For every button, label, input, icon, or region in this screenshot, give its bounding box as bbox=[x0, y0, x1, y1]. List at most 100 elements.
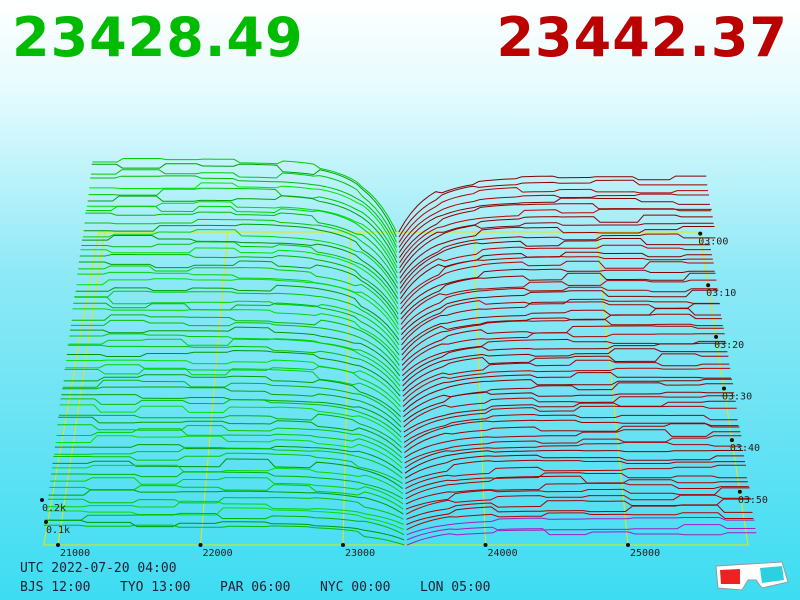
price-tick-label: 25000 bbox=[630, 548, 660, 559]
ask-depth-line bbox=[400, 279, 717, 325]
ask-depth-line bbox=[402, 367, 731, 402]
bid-price: 23428.49 bbox=[12, 6, 304, 69]
bid-depth-line bbox=[58, 413, 402, 448]
ask-depth-line bbox=[404, 449, 744, 474]
time-tick bbox=[722, 386, 726, 391]
time-tick-label: 03:10 bbox=[706, 288, 736, 299]
bid-depth-line bbox=[86, 205, 398, 274]
bid-depth-line bbox=[82, 229, 399, 294]
bid-depth-line bbox=[46, 507, 405, 531]
time-tick-label: 03:50 bbox=[738, 495, 768, 506]
time-tick bbox=[698, 231, 703, 236]
ask-depth-line bbox=[399, 226, 715, 279]
depth-tick-label: 0.2k bbox=[42, 503, 66, 514]
bid-depth-line bbox=[78, 260, 399, 320]
ask-depth-line bbox=[404, 423, 740, 454]
ask-depth-line bbox=[399, 238, 711, 289]
bid-depth-line bbox=[55, 435, 403, 469]
bid-depth-line bbox=[78, 265, 399, 325]
ask-depth-line bbox=[402, 359, 730, 397]
bid-depth-line bbox=[50, 471, 404, 500]
depth-tick bbox=[44, 520, 48, 524]
bid-depth-line bbox=[64, 367, 401, 412]
ask-depth-line bbox=[398, 175, 707, 233]
bid-depth-line bbox=[69, 333, 401, 382]
bid-depth-line bbox=[80, 247, 399, 310]
ask-depth-line bbox=[402, 353, 729, 392]
bid-depth-line bbox=[58, 416, 403, 453]
ask-depth-line bbox=[405, 487, 750, 510]
bid-depth-line bbox=[72, 308, 400, 361]
price-tick-label: 24000 bbox=[488, 548, 518, 559]
ask-depth-line bbox=[398, 193, 709, 248]
price-grid-line bbox=[200, 231, 229, 546]
bid-depth-line bbox=[56, 428, 403, 464]
price-tick bbox=[198, 543, 203, 547]
ask-depth-line bbox=[403, 413, 738, 443]
zone-time: TYO 13:00 bbox=[120, 580, 191, 595]
floor-frame bbox=[43, 231, 749, 546]
bid-depth-line bbox=[47, 496, 404, 520]
ask-depth-line bbox=[398, 197, 710, 253]
bid-depth-line bbox=[66, 349, 401, 397]
price-tick-label: 21000 bbox=[60, 548, 90, 559]
bid-depth-line bbox=[54, 446, 403, 479]
bid-depth-line bbox=[91, 163, 397, 238]
bid-depth-line bbox=[88, 187, 398, 258]
bid-depth-line bbox=[46, 500, 404, 525]
bid-depth-line bbox=[68, 337, 401, 387]
zone-time: LON 05:00 bbox=[420, 580, 491, 595]
bid-depth-line bbox=[89, 182, 398, 253]
red-lens bbox=[720, 569, 740, 584]
bid-depth-line bbox=[48, 489, 404, 515]
bid-depth-line bbox=[87, 195, 398, 264]
ask-price: 23442.37 bbox=[496, 6, 788, 69]
bid-depth-line bbox=[52, 458, 404, 489]
ask-depth-line bbox=[403, 419, 739, 448]
time-tick-label: 03:40 bbox=[730, 443, 760, 454]
bid-depth-line bbox=[76, 278, 400, 335]
ask-depth-line bbox=[399, 233, 716, 284]
time-tick bbox=[706, 283, 711, 288]
price-tick-label: 23000 bbox=[345, 548, 375, 559]
ask-depth-line bbox=[402, 348, 728, 387]
price-tick-label: 22000 bbox=[203, 548, 233, 559]
ask-depth-line bbox=[403, 391, 734, 423]
ask-depth-line bbox=[401, 308, 721, 351]
ask-depth-line bbox=[402, 378, 732, 412]
price-tick bbox=[341, 543, 345, 547]
bid-depth-line bbox=[81, 241, 399, 305]
3d-glasses-icon[interactable] bbox=[712, 558, 792, 598]
bid-depth-line bbox=[79, 254, 399, 315]
bid-depth-line bbox=[62, 379, 402, 423]
bid-depth-line bbox=[90, 169, 397, 243]
zone-time: PAR 06:00 bbox=[220, 580, 291, 595]
bid-depth-line bbox=[57, 424, 403, 459]
ask-depth-line bbox=[404, 454, 745, 479]
ask-depth-line bbox=[403, 405, 737, 438]
ask-depth-line bbox=[404, 429, 741, 459]
time-tick-label: 03:00 bbox=[698, 237, 728, 248]
ask-depth-line bbox=[401, 318, 723, 361]
bid-depth-line bbox=[53, 452, 403, 484]
ask-depth-line bbox=[398, 187, 709, 243]
price-tick bbox=[483, 543, 488, 547]
bid-depth-line bbox=[63, 374, 402, 418]
cyan-lens bbox=[760, 566, 784, 583]
bid-depth-line bbox=[51, 464, 404, 495]
ask-depth-line bbox=[400, 268, 715, 315]
price-grid-line bbox=[342, 231, 352, 546]
bid-depth-line bbox=[43, 524, 405, 546]
ask-depth-line bbox=[400, 272, 716, 320]
ask-depth-line bbox=[400, 255, 713, 305]
bid-depth-line bbox=[74, 290, 400, 346]
bid-depth-line bbox=[62, 386, 402, 428]
ask-depth-line bbox=[398, 179, 708, 238]
bid-depth-line bbox=[90, 175, 398, 248]
bid-depth-line bbox=[45, 512, 405, 536]
ask-depth-line bbox=[400, 286, 718, 330]
bid-depth-line bbox=[74, 296, 400, 351]
bid-depth-line bbox=[83, 223, 399, 289]
